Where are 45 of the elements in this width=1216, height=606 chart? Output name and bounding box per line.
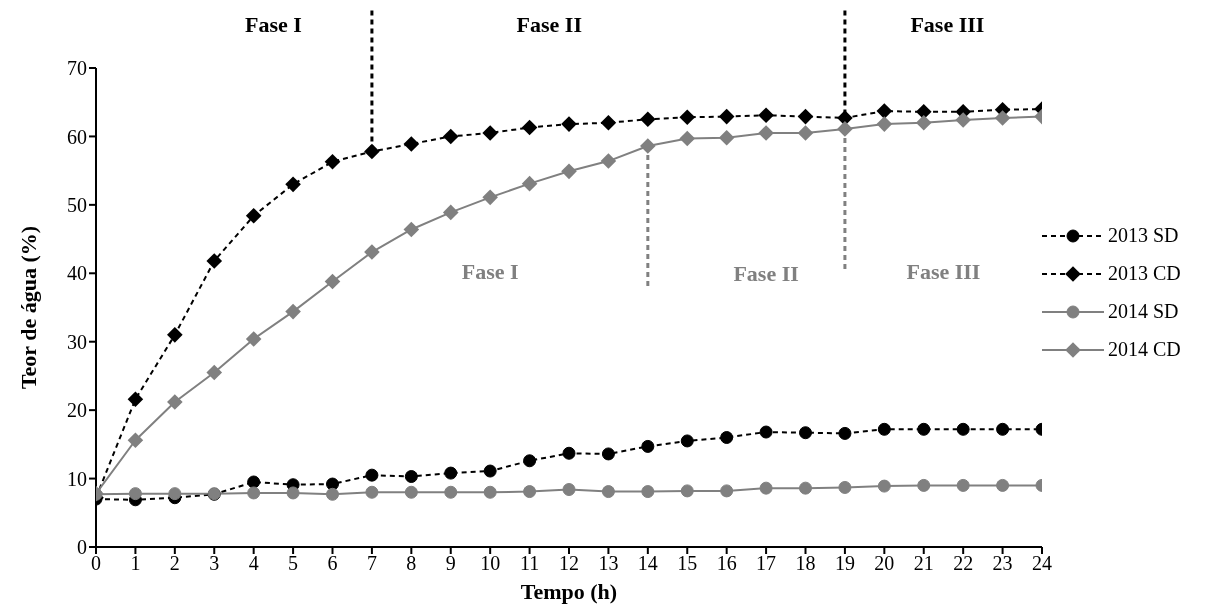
x-tick-label: 13: [598, 552, 619, 575]
x-tick-label: 14: [637, 552, 658, 575]
x-tick-label: 12: [559, 552, 579, 575]
y-axis-title: Teor de água (%): [15, 225, 41, 390]
y-tick-label: 0: [77, 536, 87, 559]
x-tick-label: 6: [327, 552, 338, 575]
x-tick-label: 11: [519, 552, 540, 575]
x-tick-label: 9: [445, 552, 456, 575]
annotation: Fase II: [733, 261, 799, 287]
y-tick-label: 20: [67, 399, 87, 422]
x-tick-label: 21: [913, 552, 934, 575]
x-tick-label: 7: [366, 552, 377, 575]
y-tick-label: 10: [67, 467, 87, 490]
x-tick-label: 3: [209, 552, 220, 575]
legend-label: 2014 CD: [1108, 338, 1181, 361]
legend-label: 2013 SD: [1108, 224, 1179, 247]
x-tick-label: 8: [406, 552, 417, 575]
x-tick-label: 1: [130, 552, 141, 575]
x-tick-label: 10: [480, 552, 501, 575]
text: Fase I: [244, 12, 302, 38]
x-tick-label: 17: [756, 552, 777, 575]
x-tick-label: 24: [1032, 552, 1052, 575]
y-tick-label: 60: [67, 125, 87, 148]
x-tick-label: 2: [169, 552, 180, 575]
legend-label: 2013 CD: [1108, 262, 1181, 285]
y-tick-label: 40: [67, 262, 87, 285]
x-tick-label: 23: [992, 552, 1013, 575]
x-tick-label: 22: [953, 552, 974, 575]
x-axis-title: Tempo (h): [520, 579, 618, 604]
x-tick-label: 18: [795, 552, 816, 575]
y-tick-label: 30: [67, 330, 87, 353]
y-tick-label: 70: [67, 57, 87, 80]
text: Fase III: [910, 12, 985, 38]
annotation: Fase III: [906, 259, 981, 285]
x-tick-label: 19: [834, 552, 855, 575]
annotation: Fase I: [461, 259, 519, 285]
x-tick-label: 4: [248, 552, 259, 575]
legend-label: 2014 SD: [1108, 300, 1179, 323]
x-tick-label: 5: [288, 552, 299, 575]
x-tick-label: 15: [677, 552, 698, 575]
y-tick-label: 50: [67, 193, 87, 216]
x-tick-label: 16: [716, 552, 737, 575]
text: Fase II: [516, 12, 582, 38]
x-tick-label: 20: [874, 552, 895, 575]
x-tick-label: 0: [91, 552, 101, 575]
